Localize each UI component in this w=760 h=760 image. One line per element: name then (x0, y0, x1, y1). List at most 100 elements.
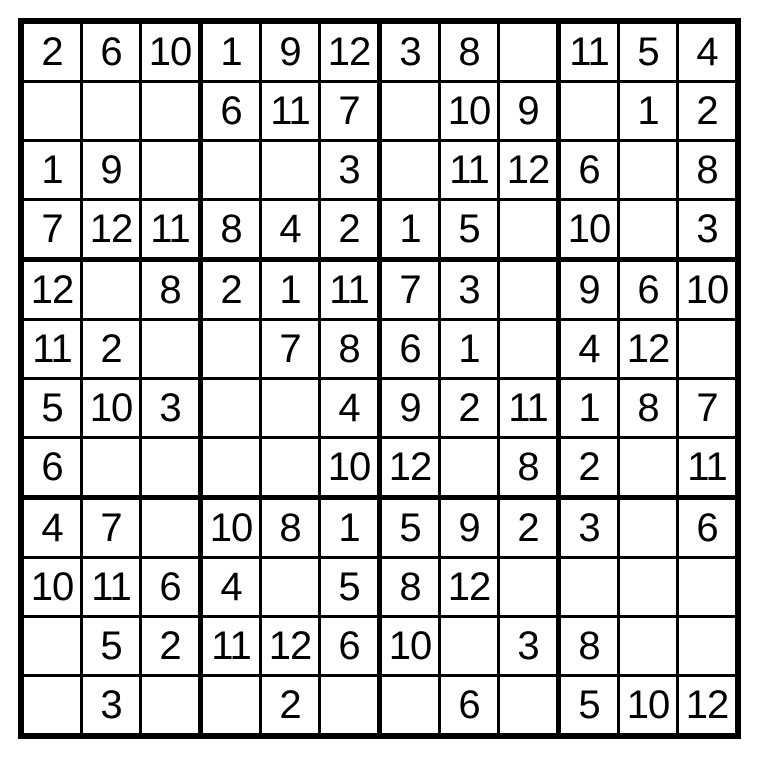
sudoku-cell: 3 (561, 500, 617, 556)
sudoku-cell: 10 (142, 24, 198, 80)
sudoku-cell: 3 (500, 618, 556, 674)
sudoku-box: 12 8 11 2 5 10 3 6 (24, 262, 198, 495)
sudoku-cell[interactable] (142, 142, 198, 198)
sudoku-cell: 7 (382, 262, 438, 318)
sudoku-cell: 1 (441, 321, 497, 377)
sudoku-cell[interactable] (679, 321, 735, 377)
sudoku-cell[interactable] (382, 142, 438, 198)
sudoku-cell: 3 (441, 262, 497, 318)
sudoku-cell: 8 (441, 24, 497, 80)
sudoku-cell: 9 (83, 142, 139, 198)
sudoku-cell: 10 (24, 559, 80, 615)
sudoku-cell: 2 (321, 201, 377, 257)
sudoku-cell: 12 (83, 201, 139, 257)
sudoku-cell[interactable] (142, 321, 198, 377)
sudoku-cell[interactable] (620, 559, 676, 615)
sudoku-cell[interactable] (382, 83, 438, 139)
sudoku-cell: 1 (321, 500, 377, 556)
sudoku-cell: 5 (321, 559, 377, 615)
sudoku-cell[interactable] (24, 83, 80, 139)
sudoku-cell[interactable] (262, 559, 318, 615)
sudoku-cell: 6 (679, 500, 735, 556)
sudoku-cell: 5 (620, 24, 676, 80)
sudoku-cell[interactable] (83, 83, 139, 139)
sudoku-cell[interactable] (382, 677, 438, 733)
sudoku-cell: 4 (321, 380, 377, 436)
sudoku-box: 2 6 10 1 9 7 12 11 (24, 24, 198, 257)
sudoku-cell[interactable] (679, 618, 735, 674)
sudoku-cell: 2 (24, 24, 80, 80)
sudoku-cell: 8 (262, 500, 318, 556)
sudoku-cell[interactable] (441, 618, 497, 674)
sudoku-cell: 7 (24, 201, 80, 257)
sudoku-cell[interactable] (24, 618, 80, 674)
sudoku-box: 3 6 8 5 10 12 (561, 500, 735, 733)
sudoku-box: 1 9 12 6 11 7 3 8 4 2 (203, 24, 377, 257)
sudoku-cell[interactable] (203, 321, 259, 377)
sudoku-cell[interactable] (83, 262, 139, 318)
sudoku-cell[interactable] (142, 439, 198, 495)
sudoku-cell[interactable] (620, 142, 676, 198)
sudoku-box: 2 1 11 7 8 4 10 (203, 262, 377, 495)
sudoku-cell[interactable] (620, 500, 676, 556)
sudoku-cell: 5 (83, 618, 139, 674)
sudoku-cell[interactable] (262, 439, 318, 495)
sudoku-cell: 12 (382, 439, 438, 495)
sudoku-cell: 1 (262, 262, 318, 318)
sudoku-cell: 9 (441, 500, 497, 556)
sudoku-cell: 8 (500, 439, 556, 495)
sudoku-cell[interactable] (500, 677, 556, 733)
sudoku-cell: 3 (83, 677, 139, 733)
sudoku-cell: 8 (679, 142, 735, 198)
sudoku-cell: 6 (441, 677, 497, 733)
sudoku-cell[interactable] (679, 559, 735, 615)
sudoku-cell: 6 (321, 618, 377, 674)
sudoku-cell[interactable] (620, 201, 676, 257)
sudoku-cell[interactable] (262, 142, 318, 198)
sudoku-cell: 10 (679, 262, 735, 318)
sudoku-cell: 10 (561, 201, 617, 257)
sudoku-cell: 7 (679, 380, 735, 436)
sudoku-cell: 2 (203, 262, 259, 318)
sudoku-cell: 4 (24, 500, 80, 556)
sudoku-cell[interactable] (561, 83, 617, 139)
sudoku-cell[interactable] (142, 83, 198, 139)
sudoku-cell: 2 (83, 321, 139, 377)
sudoku-cell[interactable] (24, 677, 80, 733)
sudoku-cell: 6 (620, 262, 676, 318)
sudoku-cell[interactable] (441, 439, 497, 495)
sudoku-cell: 8 (142, 262, 198, 318)
sudoku-cell[interactable] (142, 500, 198, 556)
sudoku-cell: 8 (382, 559, 438, 615)
sudoku-cell: 3 (382, 24, 438, 80)
sudoku-cell: 2 (262, 677, 318, 733)
sudoku-cell[interactable] (620, 439, 676, 495)
sudoku-cell: 11 (500, 380, 556, 436)
sudoku-cell[interactable] (500, 559, 556, 615)
sudoku-cell[interactable] (500, 201, 556, 257)
sudoku-cell: 1 (620, 83, 676, 139)
sudoku-cell: 11 (262, 83, 318, 139)
sudoku-cell: 5 (382, 500, 438, 556)
sudoku-cell[interactable] (203, 677, 259, 733)
sudoku-cell[interactable] (203, 439, 259, 495)
sudoku-cell[interactable] (83, 439, 139, 495)
sudoku-cell[interactable] (620, 618, 676, 674)
sudoku-box: 9 6 10 4 12 1 8 7 2 11 (561, 262, 735, 495)
sudoku-cell[interactable] (321, 677, 377, 733)
sudoku-cell[interactable] (262, 380, 318, 436)
sudoku-cell[interactable] (500, 321, 556, 377)
sudoku-cell[interactable] (500, 262, 556, 318)
sudoku-box: 3 8 10 9 11 12 1 5 (382, 24, 556, 257)
sudoku-cell: 5 (561, 677, 617, 733)
sudoku-cell: 10 (321, 439, 377, 495)
sudoku-cell[interactable] (203, 142, 259, 198)
sudoku-box: 7 3 6 1 9 2 11 12 8 (382, 262, 556, 495)
sudoku-cell[interactable] (500, 24, 556, 80)
sudoku-cell[interactable] (142, 677, 198, 733)
sudoku-cell[interactable] (561, 559, 617, 615)
sudoku-cell: 1 (203, 24, 259, 80)
sudoku-cell[interactable] (203, 380, 259, 436)
sudoku-cell: 11 (203, 618, 259, 674)
